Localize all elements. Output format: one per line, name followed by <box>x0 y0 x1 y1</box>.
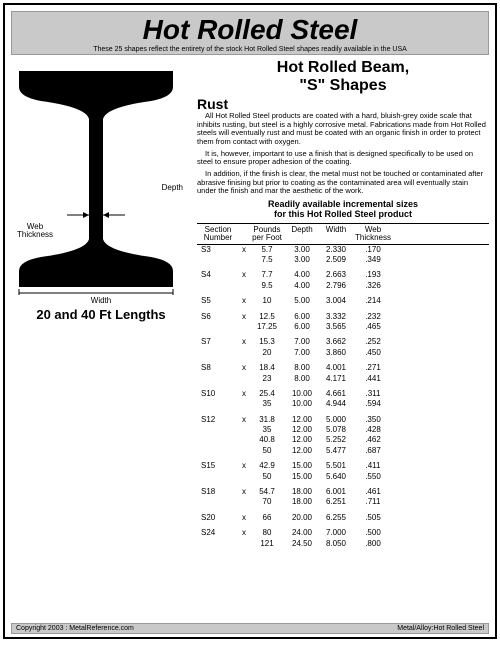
table-row: 9.54.002.796.326 <box>197 281 489 291</box>
ibeam-diagram: Depth WebThickness <box>11 63 181 295</box>
table-body: S3x5.73.002.330.1707.53.002.509.349 S4x7.… <box>197 245 489 549</box>
rust-p3: In addition, if the finish is clear, the… <box>197 170 489 196</box>
col-ppf: Pounds per Foot <box>249 226 285 242</box>
right-column: Hot Rolled Beam,"S" Shapes Rust All Hot … <box>191 59 489 549</box>
table-header: Section Number Pounds per Foot Depth Wid… <box>197 224 489 245</box>
table-row: S3x5.73.002.330.170 <box>197 245 489 255</box>
footer-left: Copyright 2003 : MetalReference.com <box>16 625 134 632</box>
depth-label: Depth <box>162 183 183 192</box>
web-thickness-label: WebThickness <box>17 223 53 239</box>
width-label: Width <box>11 296 191 305</box>
table-row: 40.812.005.252.462 <box>197 435 489 445</box>
col-section: Section Number <box>197 226 239 242</box>
rust-p1: All Hot Rolled Steel products are coated… <box>197 112 489 147</box>
table-row: S15x42.915.005.501.411 <box>197 461 489 471</box>
table-row: 12124.508.050.800 <box>197 539 489 549</box>
table-row: S10x25.410.004.661.311 <box>197 389 489 399</box>
footer: Copyright 2003 : MetalReference.com Meta… <box>11 623 489 634</box>
table-row: S8x18.48.004.001.271 <box>197 363 489 373</box>
table-row: S12x31.812.005.000.350 <box>197 415 489 425</box>
footer-right: Metal/Alloy:Hot Rolled Steel <box>397 625 484 632</box>
col-web: Web Thickness <box>353 226 393 242</box>
rust-p2: It is, however, important to use a finis… <box>197 150 489 167</box>
table-row: 7018.006.251.711 <box>197 497 489 507</box>
table-row: 17.256.003.565.465 <box>197 322 489 332</box>
col-width: Width <box>319 226 353 242</box>
content: 18 Depth WebThickness Width 20 and 40 Ft… <box>5 55 495 549</box>
table-row: 5012.005.477.687 <box>197 446 489 456</box>
table-row: 3512.005.078.428 <box>197 425 489 435</box>
table-row: 207.003.860.450 <box>197 348 489 358</box>
header-banner: Hot Rolled Steel These 25 shapes reflect… <box>11 11 489 55</box>
table-row: S20x6620.006.255.505 <box>197 513 489 523</box>
table-row: 5015.005.640.550 <box>197 472 489 482</box>
ibeam-svg <box>11 63 181 295</box>
col-depth: Depth <box>285 226 319 242</box>
col-x <box>239 226 249 242</box>
page-subtitle: These 25 shapes reflect the entirety of … <box>12 46 488 53</box>
sizes-table: Section Number Pounds per Foot Depth Wid… <box>197 223 489 549</box>
table-row: S5x105.003.004.214 <box>197 296 489 306</box>
left-column: 18 Depth WebThickness Width 20 and 40 Ft… <box>11 59 191 549</box>
table-row: S4x7.74.002.663.193 <box>197 270 489 280</box>
table-row: 238.004.171.441 <box>197 374 489 384</box>
shape-title: Hot Rolled Beam,"S" Shapes <box>197 59 489 94</box>
lengths-label: 20 and 40 Ft Lengths <box>11 307 191 322</box>
table-title: Readily available incremental sizesfor t… <box>197 200 489 220</box>
table-row: 3510.004.944.594 <box>197 399 489 409</box>
page: Hot Rolled Steel These 25 shapes reflect… <box>3 3 497 639</box>
table-row: S18x54.718.006.001.461 <box>197 487 489 497</box>
table-row: S6x12.56.003.332.232 <box>197 312 489 322</box>
table-row: 7.53.002.509.349 <box>197 255 489 265</box>
rust-heading: Rust <box>197 96 489 112</box>
table-row: S7x15.37.003.662.252 <box>197 337 489 347</box>
table-row: S24x8024.007.000.500 <box>197 528 489 538</box>
page-title: Hot Rolled Steel <box>12 14 488 46</box>
